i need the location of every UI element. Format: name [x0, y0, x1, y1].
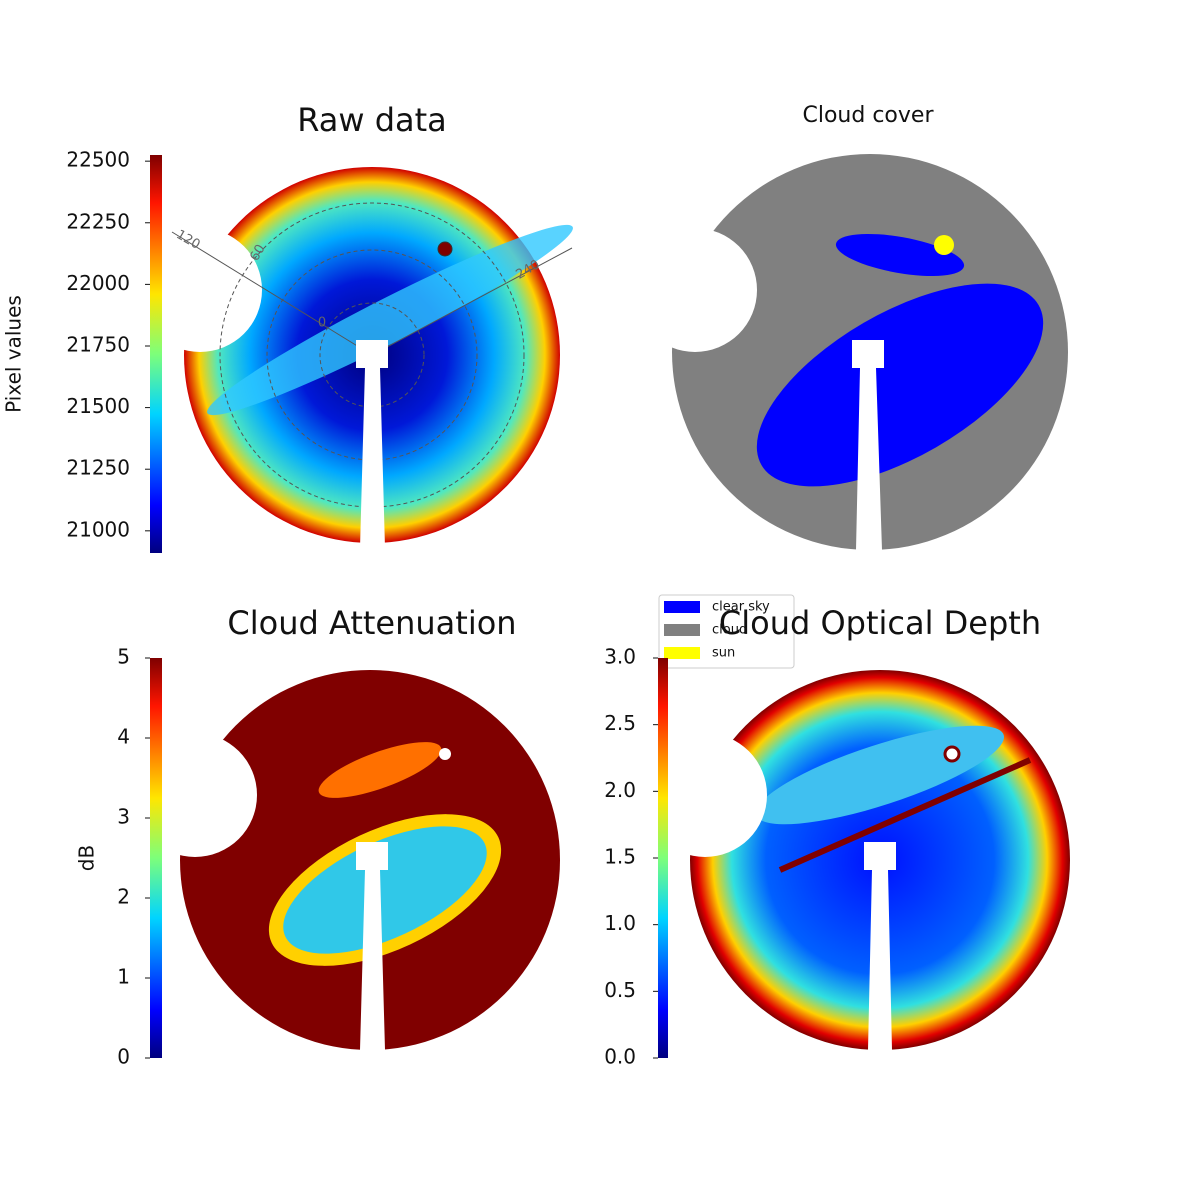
polar-label: 0	[318, 316, 326, 331]
colorbar-tick-label: 1.5	[604, 845, 636, 869]
polar-label: 60	[247, 242, 268, 264]
colorbar-tick-label: 1	[117, 965, 130, 989]
panel-title: Raw data	[297, 101, 447, 139]
attenuation-image	[133, 670, 560, 1050]
legend-swatch	[664, 647, 700, 659]
colorbar-tick-label: 21000	[66, 517, 130, 541]
panel-title: Cloud cover	[803, 103, 935, 128]
legend-swatch	[664, 601, 700, 613]
colorbar-tick-label: 22500	[66, 148, 130, 172]
colorbar	[150, 155, 162, 553]
colorbar-tick-label: 0	[117, 1045, 130, 1069]
optical-depth-image	[643, 670, 1070, 1050]
colorbar-tick-label: 2.5	[604, 711, 636, 735]
colorbar-tick-label: 1.0	[604, 911, 636, 935]
colorbar-tick-label: 3.0	[604, 645, 636, 669]
colorbar-label: dB	[75, 845, 99, 871]
colorbar-tick-label: 3	[117, 805, 130, 829]
colorbar-tick-label: 22000	[66, 271, 130, 295]
legend-label: sun	[712, 646, 735, 661]
colorbar	[658, 658, 668, 1058]
legend-label: cloud	[712, 623, 747, 638]
colorbar-tick-label: 21750	[66, 332, 130, 356]
colorbar-tick-label: 2.0	[604, 778, 636, 802]
colorbar-tick-label: 2	[117, 885, 130, 909]
colorbar-tick-label: 4	[117, 725, 130, 749]
colorbar-tick-label: 5	[117, 645, 130, 669]
colorbar-tick-label: 22250	[66, 209, 130, 233]
raw-image	[138, 167, 573, 548]
colorbar-tick-label: 0.0	[604, 1045, 636, 1069]
colorbar-label: Pixel values	[2, 295, 26, 413]
colorbar-tick-label: 0.5	[604, 978, 636, 1002]
cloud-cover-image	[633, 154, 1068, 550]
colorbar	[150, 658, 162, 1058]
legend-label: clear sky	[712, 600, 770, 615]
colorbar-tick-label: 21250	[66, 456, 130, 480]
panel-title: Cloud Optical Depth	[719, 604, 1041, 642]
panel-title: Cloud Attenuation	[227, 604, 516, 642]
colorbar-tick-label: 21500	[66, 394, 130, 418]
legend-swatch	[664, 624, 700, 636]
